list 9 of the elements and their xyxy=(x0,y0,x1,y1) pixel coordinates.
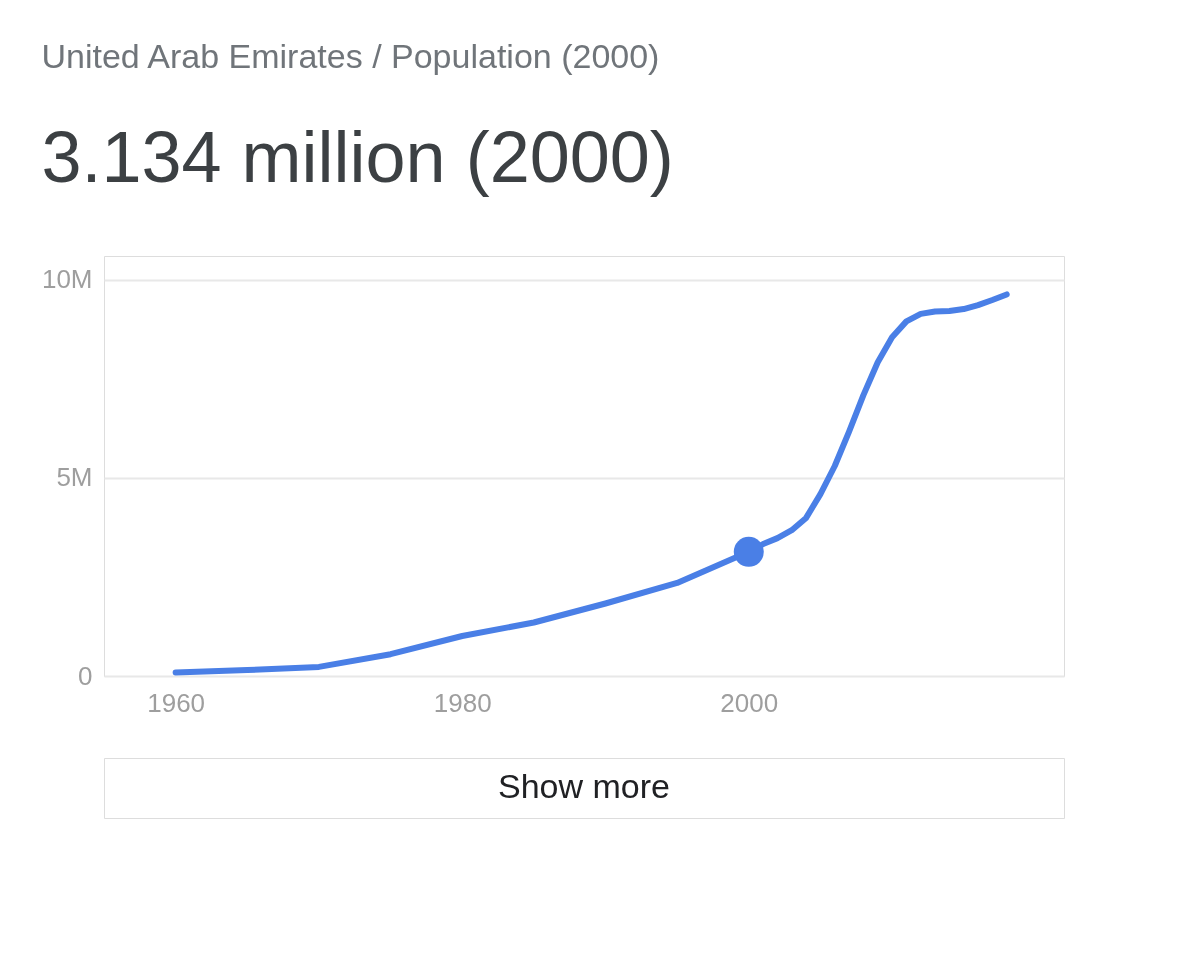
chart-title: United Arab Emirates / Population (2000) xyxy=(41,37,660,75)
text: Show more xyxy=(498,767,670,805)
y-tick-label: 0 xyxy=(78,660,93,691)
y-tick-label: 5M xyxy=(56,462,93,493)
x-tick-label: 2000 xyxy=(720,687,779,718)
x-tick-label: 1980 xyxy=(433,687,492,718)
y-tick-label: 10M xyxy=(41,264,93,295)
chart-subtitle: 3.134 million (2000) xyxy=(41,117,674,197)
x-tick-label: 1960 xyxy=(147,687,206,718)
